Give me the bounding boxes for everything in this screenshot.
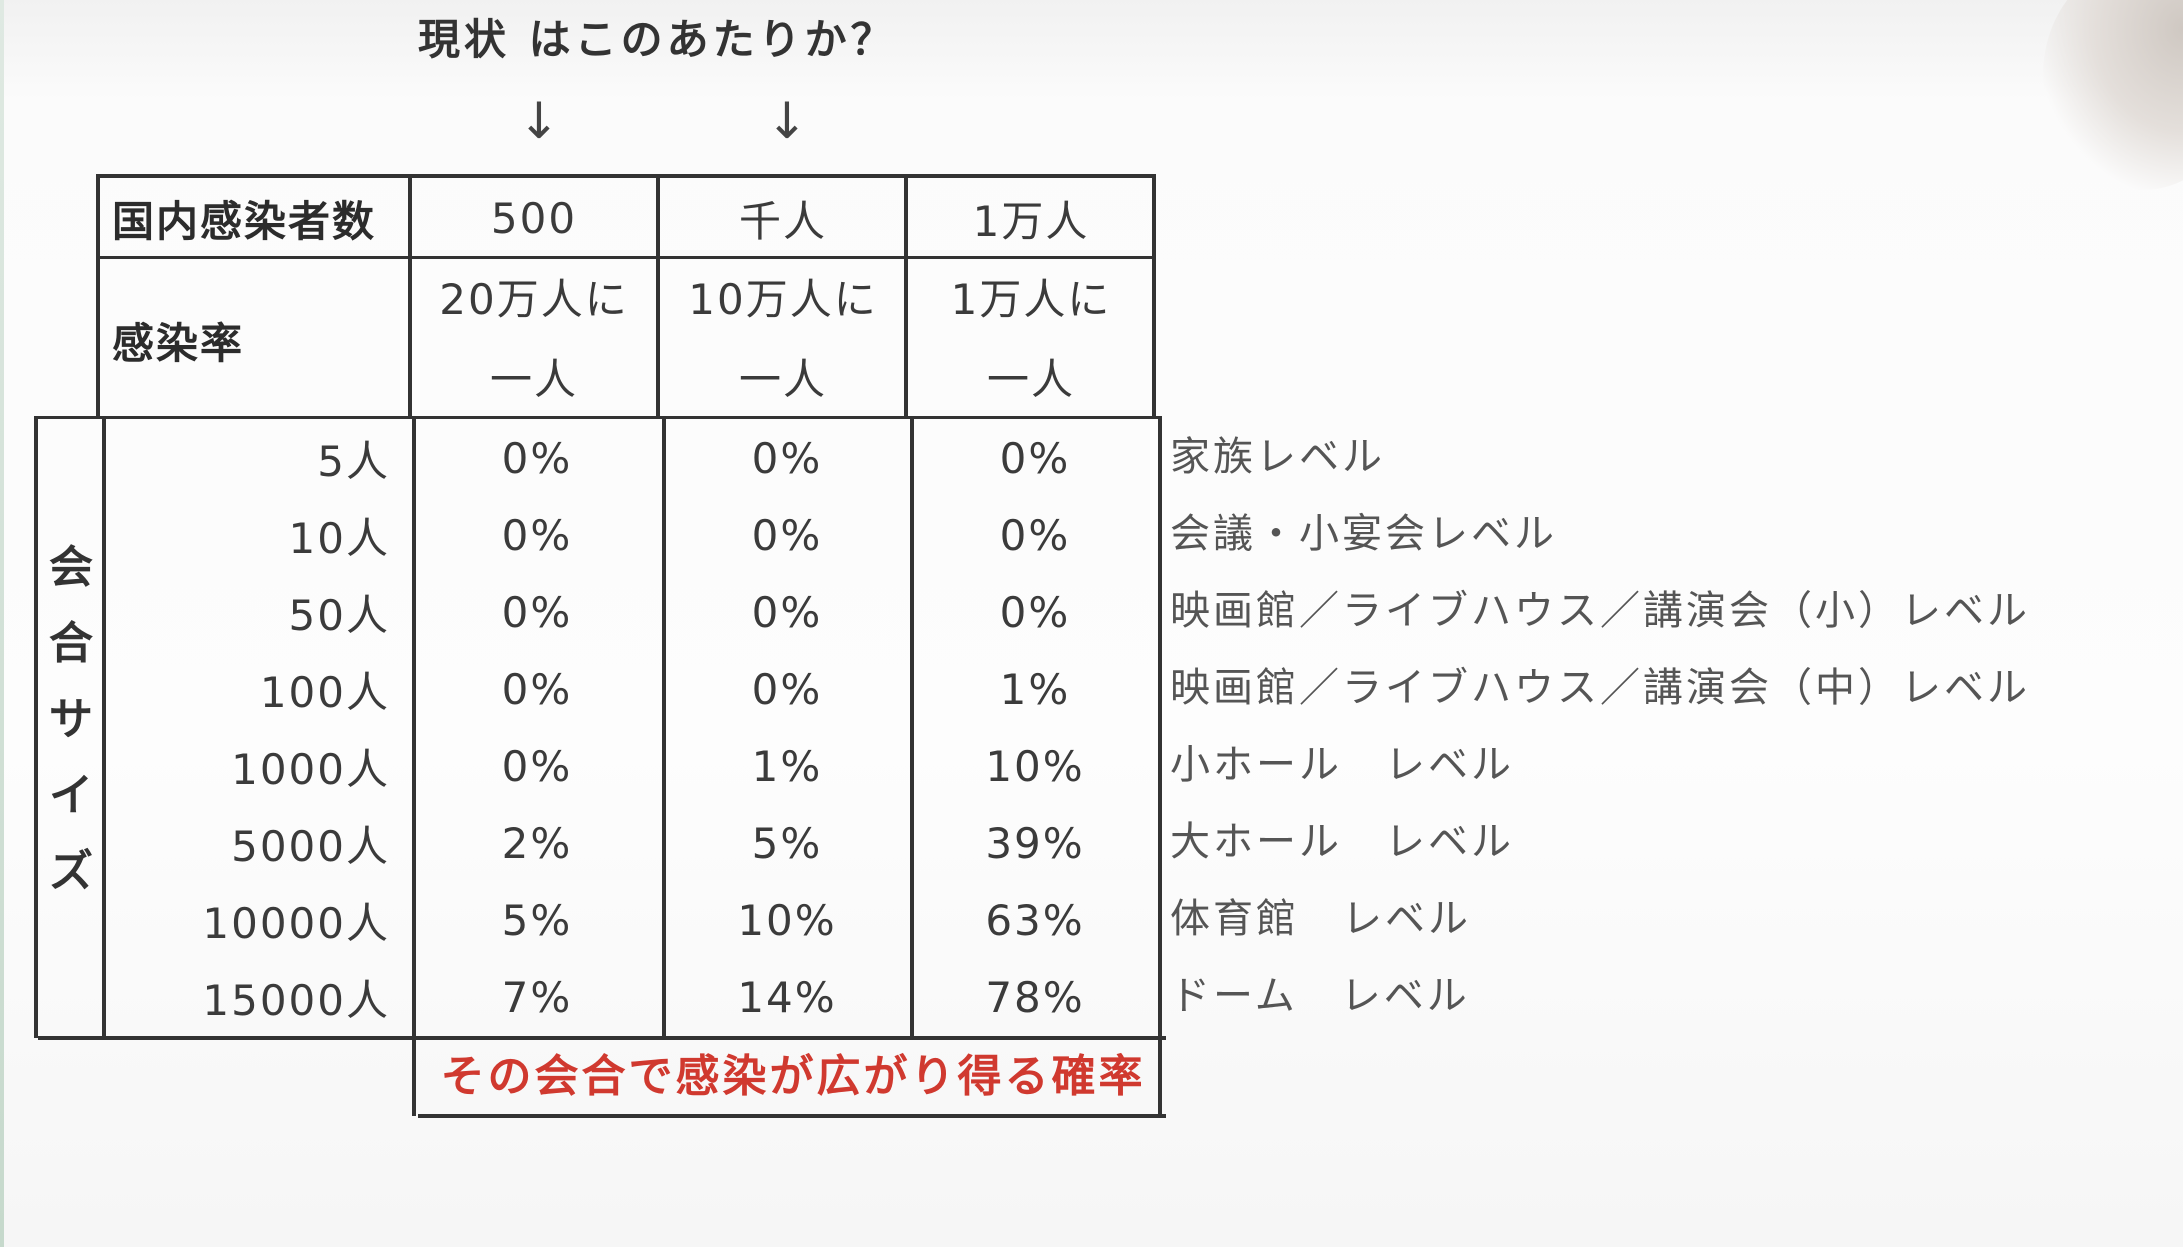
probability-cell: 0%: [501, 511, 573, 560]
down-arrow-icon: ↓: [518, 92, 560, 150]
row-size-label: 100人: [259, 668, 390, 717]
probability-cell: 0%: [999, 511, 1071, 560]
table-line: [910, 416, 914, 1038]
header-rate-value: 20万人に 一人: [410, 262, 658, 418]
table-line: [96, 174, 100, 418]
side-label-meeting-size: 会 合 サ イ ズ: [36, 530, 106, 910]
side-label-char: 会: [49, 542, 93, 593]
probability-cell: 14%: [737, 973, 837, 1022]
side-label-char: サ: [49, 694, 93, 745]
down-arrow-icon: ↓: [766, 92, 808, 150]
row-size-label: 1000人: [231, 745, 390, 794]
table-line: [1152, 174, 1156, 418]
header-rate-value: 10万人に 一人: [660, 262, 906, 418]
probability-cell: 1%: [751, 742, 823, 791]
probability-cell: 78%: [985, 973, 1085, 1022]
left-edge: [0, 0, 4, 1247]
table-line: [662, 416, 666, 1038]
row-size-label: 5人: [317, 437, 390, 486]
probability-cell: 0%: [999, 588, 1071, 637]
probability-cell: 2%: [501, 819, 573, 868]
level-description: 映画館／ライブハウス／講演会（小）レベル: [1170, 588, 2030, 634]
rate-line2: 一人: [986, 355, 1075, 404]
table-line: [96, 256, 1156, 259]
level-description: 会議・小宴会レベル: [1170, 511, 1557, 557]
probability-cell: 0%: [501, 742, 573, 791]
table-line: [38, 1036, 1166, 1040]
row-size-label: 5000人: [231, 822, 390, 871]
table-caption: その会合で感染が広がり得る確率: [440, 1051, 1146, 1102]
header-rate-label: 感染率: [112, 318, 245, 368]
level-description: 体育館 レベル: [1170, 896, 1471, 942]
level-description: 映画館／ライブハウス／講演会（中）レベル: [1170, 665, 2030, 711]
probability-cell: 0%: [501, 588, 573, 637]
probability-cell: 39%: [985, 819, 1085, 868]
probability-cell: 7%: [501, 973, 573, 1022]
table-line: [412, 416, 416, 1116]
table-line: [102, 416, 106, 1038]
rate-line2: 一人: [738, 355, 827, 404]
side-label-char: 合: [49, 618, 93, 669]
probability-cell: 63%: [985, 896, 1085, 945]
row-size-label: 10000人: [202, 899, 390, 948]
table-line: [34, 416, 1160, 419]
header-infected-value: 1万人: [972, 196, 1090, 246]
rate-line1: 1万人に: [950, 275, 1112, 324]
table-line: [904, 174, 908, 418]
table-line: [418, 1114, 1166, 1118]
table-line: [656, 174, 660, 418]
header-infected-label: 国内感染者数: [112, 196, 377, 246]
probability-cell: 5%: [501, 896, 573, 945]
header-infected-value: 500: [490, 193, 578, 243]
rate-line2: 一人: [489, 355, 578, 404]
probability-cell: 0%: [751, 434, 823, 483]
side-label-char: イ: [49, 770, 93, 821]
header-infected-value: 千人: [738, 196, 827, 246]
table-line: [96, 174, 1156, 178]
probability-cell: 0%: [501, 665, 573, 714]
level-description: 家族レベル: [1170, 434, 1385, 480]
level-description: ドーム レベル: [1170, 973, 1470, 1019]
probability-cell: 5%: [751, 819, 823, 868]
probability-cell: 0%: [999, 434, 1071, 483]
header-rate-value: 1万人に 一人: [908, 262, 1154, 418]
rate-line1: 20万人に: [439, 275, 629, 324]
probability-cell: 10%: [737, 896, 837, 945]
table-line: [408, 174, 412, 418]
table-line: [1158, 416, 1162, 1116]
level-description: 大ホール レベル: [1170, 819, 1514, 865]
row-size-label: 15000人: [202, 976, 390, 1025]
probability-cell: 0%: [501, 434, 573, 483]
probability-cell: 10%: [985, 742, 1085, 791]
probability-cell: 0%: [751, 511, 823, 560]
side-label-char: ズ: [49, 846, 93, 897]
row-size-label: 50人: [288, 591, 390, 640]
probability-cell: 0%: [751, 588, 823, 637]
rate-line1: 10万人に: [688, 275, 878, 324]
probability-cell: 0%: [751, 665, 823, 714]
level-description: 小ホール レベル: [1170, 742, 1514, 788]
table-line: [34, 416, 38, 1038]
row-size-label: 10人: [288, 514, 390, 563]
probability-cell: 1%: [999, 665, 1071, 714]
annotation-note: 現状 はこのあたりか？: [418, 15, 897, 64]
